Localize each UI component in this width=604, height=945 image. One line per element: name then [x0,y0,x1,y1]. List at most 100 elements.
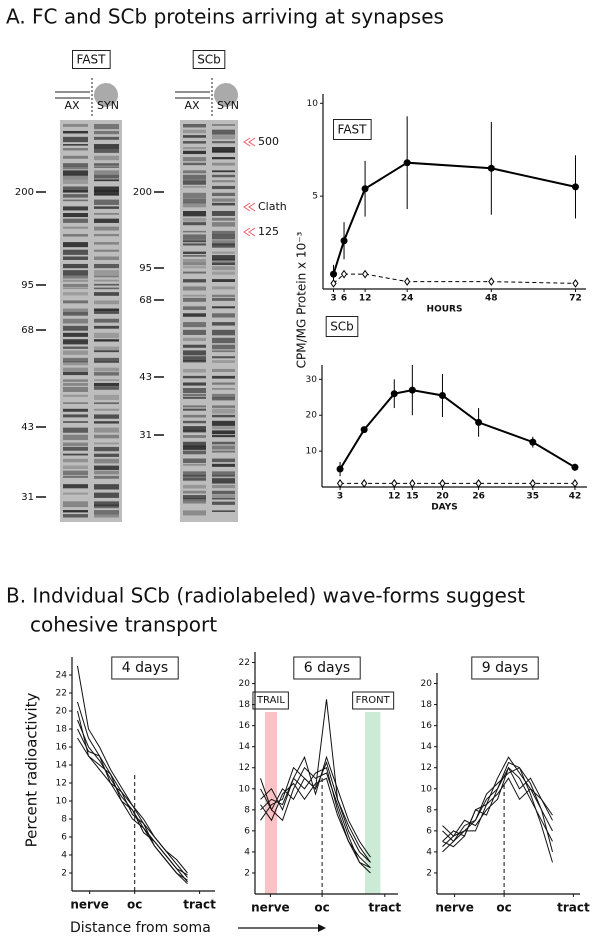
gel-band [212,157,235,160]
y-tick-label: 8 [61,815,67,825]
gel-band [212,258,235,262]
gel-band [212,430,235,435]
series-line [77,737,188,885]
gel-band [94,249,119,252]
gel-band [212,170,235,173]
y-tick-label: 12 [56,779,67,789]
y-tick-label: 30 [306,375,318,385]
annotation-chevron [243,137,251,147]
gel-band [94,275,119,278]
y-tick-label: 14 [56,761,68,771]
y-tick-label: 18 [421,700,433,710]
lane-label: SYN [97,99,119,112]
gel-band [212,445,235,450]
gel-band [94,361,119,363]
gel-band [212,375,235,379]
gel-band [63,510,88,513]
gel-band [63,206,88,211]
data-point [361,185,369,193]
gel-band [183,306,206,310]
gel-band [63,386,88,392]
gel-band [63,408,88,412]
gel-band [63,287,88,290]
gel-band [63,492,88,495]
gel-band [63,226,88,229]
data-point [438,392,446,399]
y-tick-label: 18 [239,700,251,710]
x-tick-label: 26 [472,492,485,502]
gel-band [94,458,119,464]
mw-marker: 68 [21,325,34,336]
y-tick-label: 5 [312,192,318,202]
gel-band [212,129,235,135]
gel-band [63,263,88,269]
data-point [571,183,579,191]
gel-band [183,243,206,246]
panel-b-x-label: Distance from soma [70,920,211,936]
gel-band [94,408,119,411]
gel-band [212,387,235,390]
gel-band [63,367,88,373]
gel-band [63,144,88,146]
annotation-chevron [243,227,251,237]
gel-band [212,180,235,183]
gel-band [183,397,206,399]
gel-band [94,504,119,509]
series-line [260,766,371,874]
chart-title-box [111,656,179,680]
gel-band [63,190,88,193]
gel-band [183,495,206,499]
gel-band [212,251,235,254]
gel-band [183,266,206,269]
series-line [260,777,371,869]
gel-band [183,217,206,222]
gel-band [94,311,119,314]
gel-band [212,382,235,385]
gel-band [63,421,88,423]
gel-band [94,179,119,182]
gel-band [94,357,119,362]
gel-band [63,283,88,288]
data-point [360,426,368,434]
gel-band [183,450,206,455]
gel-band [63,130,88,134]
mw-marker: 95 [21,280,34,291]
gel-band [183,501,206,504]
gel-band [94,163,119,166]
x-tick-label: 20 [436,492,449,502]
gel-band [183,360,206,363]
highlight-band [365,712,381,894]
gel-band [63,249,88,255]
gel-band [63,402,88,404]
gel-band [212,286,235,290]
gel-band [183,313,206,317]
gel-band [212,198,235,202]
data-point [390,390,398,398]
chart-title: SCb [330,320,354,334]
gel-band [94,292,119,296]
gel-band [212,458,235,463]
y-tick-label: 12 [239,763,250,773]
mw-marker: 95 [139,263,152,274]
data-point [487,164,495,172]
gel-band [212,344,235,350]
gel-band [183,258,206,263]
gel-band [94,283,119,286]
gel-band [212,297,235,301]
chart-title-box [293,656,361,680]
gel-band [183,344,206,348]
gel-band [94,206,119,209]
data-point [330,279,337,288]
gel-band [212,501,235,505]
series-line [442,761,553,863]
gel-band [63,136,88,143]
gel-band [63,434,88,441]
data-point [529,479,536,488]
gel-band [183,393,206,397]
gel-band [183,162,206,166]
chart-title: 4 days [122,660,168,676]
gel-band [63,270,88,276]
gel-band [212,490,235,495]
gel-band [63,279,88,282]
gel-band [183,337,206,342]
